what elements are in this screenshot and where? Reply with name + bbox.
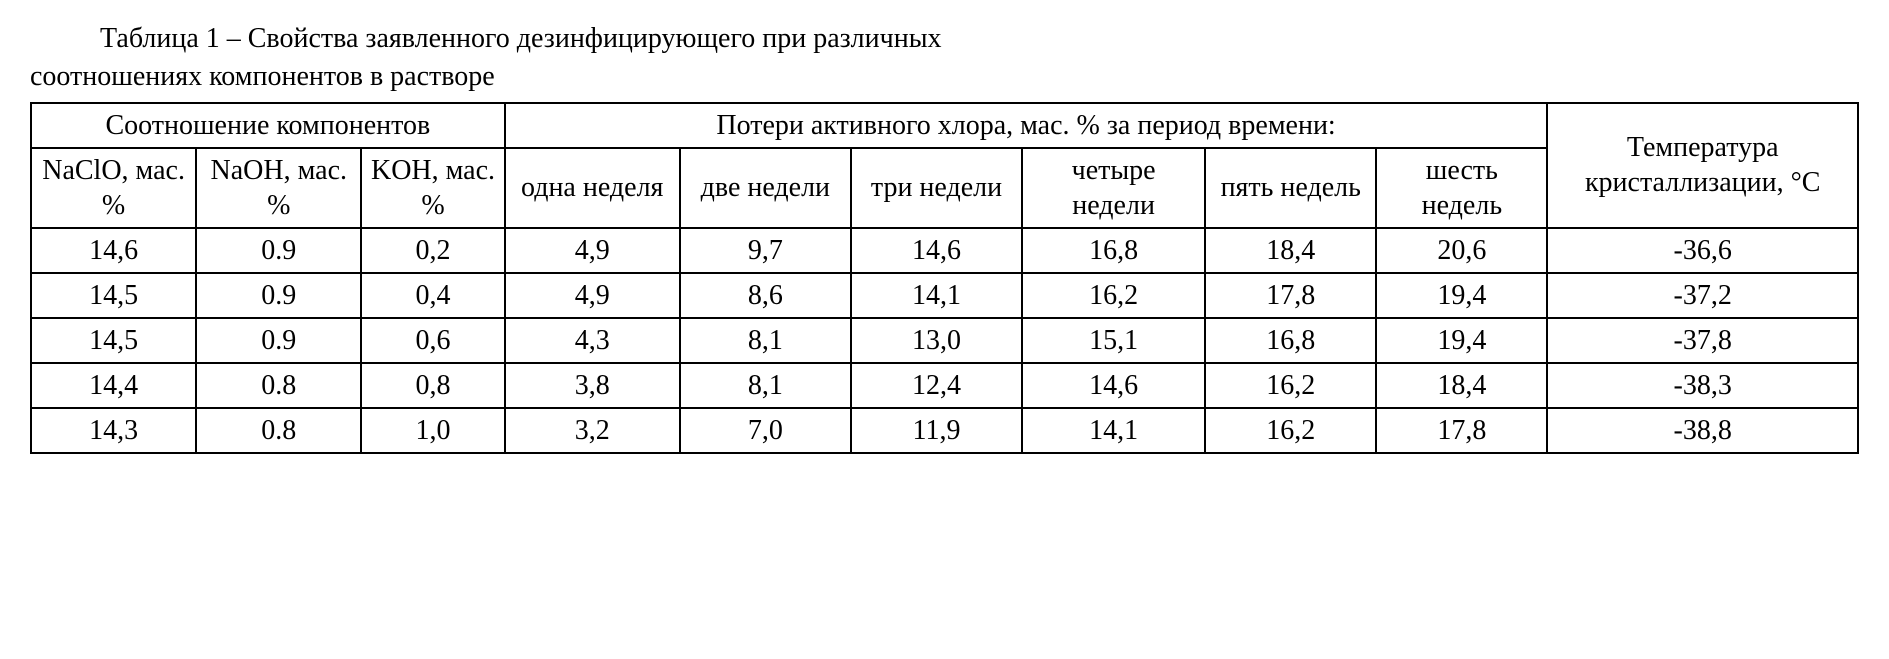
subheader-w2: две недели [680, 148, 851, 228]
cell: 8,6 [680, 273, 851, 318]
subheader-w5: пять недель [1205, 148, 1376, 228]
cell: 14,6 [31, 228, 196, 273]
cell: 11,9 [851, 408, 1022, 453]
subheader-koh: KOH, мас. % [361, 148, 504, 228]
header-temp: Температура кристаллизации, °C [1547, 103, 1858, 228]
table-row: 14,5 0.9 0,4 4,9 8,6 14,1 16,2 17,8 19,4… [31, 273, 1858, 318]
cell: 7,0 [680, 408, 851, 453]
table-row: 14,5 0.9 0,6 4,3 8,1 13,0 15,1 16,8 19,4… [31, 318, 1858, 363]
cell: 14,5 [31, 273, 196, 318]
cell: 0.9 [196, 318, 361, 363]
cell: 0,8 [361, 363, 504, 408]
cell: 16,8 [1205, 318, 1376, 363]
cell: 3,8 [505, 363, 680, 408]
cell: 0.9 [196, 228, 361, 273]
caption-line-1: Таблица 1 – Свойства заявленного дезинфи… [30, 20, 1859, 58]
cell: -38,8 [1547, 408, 1858, 453]
subheader-w3: три недели [851, 148, 1022, 228]
cell: 4,9 [505, 273, 680, 318]
cell: 17,8 [1205, 273, 1376, 318]
subheader-w6: шесть недель [1376, 148, 1547, 228]
cell: 14,6 [1022, 363, 1205, 408]
caption-line-2: соотношениях компонентов в растворе [30, 58, 1859, 96]
cell: 4,9 [505, 228, 680, 273]
cell: 17,8 [1376, 408, 1547, 453]
cell: 15,1 [1022, 318, 1205, 363]
cell: 16,8 [1022, 228, 1205, 273]
subheader-w1: одна неделя [505, 148, 680, 228]
cell: 16,2 [1022, 273, 1205, 318]
cell: 12,4 [851, 363, 1022, 408]
cell: 20,6 [1376, 228, 1547, 273]
table-row: 14,4 0.8 0,8 3,8 8,1 12,4 14,6 16,2 18,4… [31, 363, 1858, 408]
cell: 13,0 [851, 318, 1022, 363]
table-caption: Таблица 1 – Свойства заявленного дезинфи… [30, 20, 1859, 96]
cell: 14,1 [851, 273, 1022, 318]
cell: 19,4 [1376, 273, 1547, 318]
table-row: 14,6 0.9 0,2 4,9 9,7 14,6 16,8 18,4 20,6… [31, 228, 1858, 273]
cell: 0.8 [196, 408, 361, 453]
cell: 16,2 [1205, 408, 1376, 453]
subheader-naoh: NaOH, мас. % [196, 148, 361, 228]
cell: 0.9 [196, 273, 361, 318]
table-body: 14,6 0.9 0,2 4,9 9,7 14,6 16,8 18,4 20,6… [31, 228, 1858, 453]
cell: 19,4 [1376, 318, 1547, 363]
header-ratio: Соотношение компонентов [31, 103, 505, 148]
cell: 0,4 [361, 273, 504, 318]
data-table: Соотношение компонентов Потери активного… [30, 102, 1859, 454]
cell: 14,6 [851, 228, 1022, 273]
cell: 9,7 [680, 228, 851, 273]
cell: 14,1 [1022, 408, 1205, 453]
cell: 8,1 [680, 318, 851, 363]
cell: 8,1 [680, 363, 851, 408]
cell: 14,5 [31, 318, 196, 363]
table-row: 14,3 0.8 1,0 3,2 7,0 11,9 14,1 16,2 17,8… [31, 408, 1858, 453]
cell: 14,3 [31, 408, 196, 453]
cell: 0,2 [361, 228, 504, 273]
cell: -36,6 [1547, 228, 1858, 273]
cell: 0.8 [196, 363, 361, 408]
cell: 4,3 [505, 318, 680, 363]
subheader-naclo: NaClO, мас. % [31, 148, 196, 228]
cell: -37,8 [1547, 318, 1858, 363]
cell: 18,4 [1205, 228, 1376, 273]
header-loss: Потери активного хлора, мас. % за период… [505, 103, 1548, 148]
cell: 3,2 [505, 408, 680, 453]
cell: 18,4 [1376, 363, 1547, 408]
cell: -37,2 [1547, 273, 1858, 318]
cell: 0,6 [361, 318, 504, 363]
cell: -38,3 [1547, 363, 1858, 408]
cell: 1,0 [361, 408, 504, 453]
header-row-1: Соотношение компонентов Потери активного… [31, 103, 1858, 148]
cell: 16,2 [1205, 363, 1376, 408]
cell: 14,4 [31, 363, 196, 408]
subheader-w4: четыре недели [1022, 148, 1205, 228]
